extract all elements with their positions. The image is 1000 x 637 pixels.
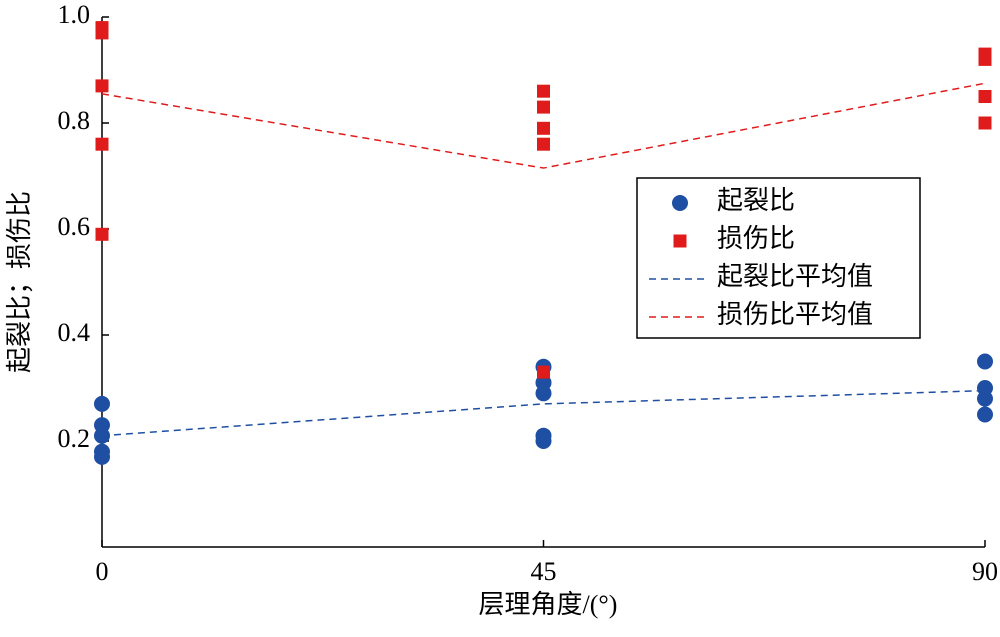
square-point [95,227,109,241]
square-point [95,26,109,40]
square-point [978,90,992,103]
legend-circle [672,195,688,211]
square-point [537,100,550,114]
x-tick-label: 0 [96,557,109,586]
legend-label: 起裂比 [717,186,795,215]
circle-point [535,433,552,449]
y-axis-label: 起裂比；损伤比 [5,191,34,373]
legend-label: 损伤比平均值 [717,300,873,329]
x-axis-label: 层理角度/(°) [479,590,618,619]
circle-point [977,353,993,370]
x-tick-label: 45 [531,557,557,586]
circle-point [977,390,993,407]
square-point [95,137,109,151]
mean-line [101,389,986,437]
y-tick-label: 0.2 [58,424,91,453]
y-tick-label: 1.0 [58,0,91,29]
square-point [537,365,550,379]
square-point [978,116,992,130]
circle-point [977,406,993,423]
circle-point [94,448,110,465]
legend-label: 起裂比平均值 [717,262,873,291]
circle-point [535,385,552,402]
mean-line [101,82,986,169]
square-point [537,121,550,135]
square-point [537,137,550,151]
y-tick-label: 0.6 [58,212,91,241]
x-tick-label: 90 [972,557,998,586]
legend-square [673,234,687,248]
circle-point [94,395,110,412]
square-point [537,84,550,98]
legend-label: 损伤比 [717,224,795,253]
square-point [978,52,992,66]
square-point [95,79,109,93]
y-tick-label: 0.4 [58,318,91,347]
y-tick-label: 0.8 [58,106,91,135]
